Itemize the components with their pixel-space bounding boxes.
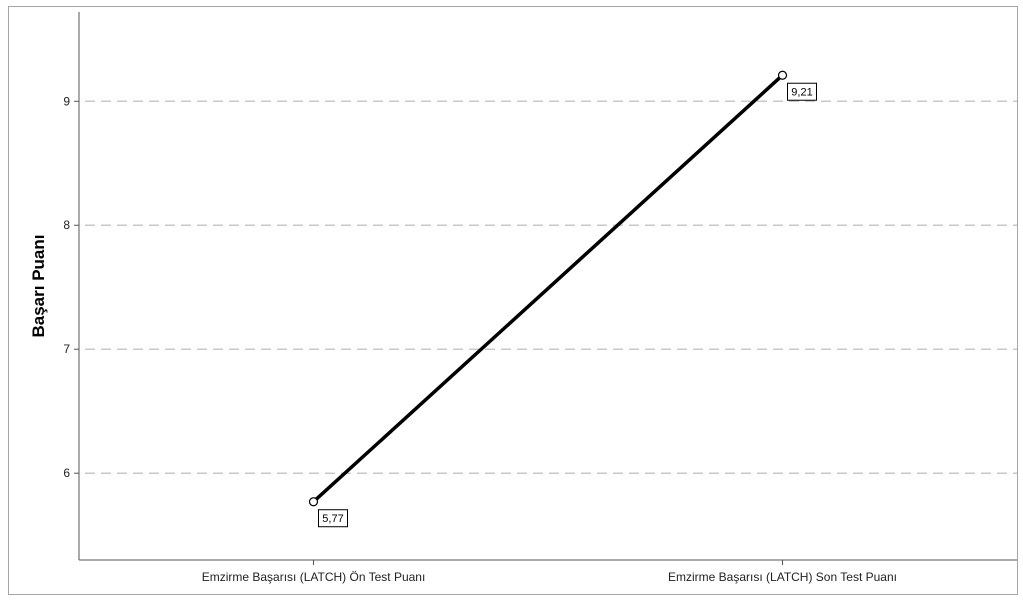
y-tick-label: 8 — [63, 218, 70, 232]
y-tick-label: 7 — [63, 342, 70, 356]
x-axis-ticks: Emzirme Başarısı (LATCH) Ön Test Puanı Em… — [202, 560, 897, 584]
x-tick-label: Emzirme Başarısı (LATCH) Ön Test Puanı — [202, 570, 426, 584]
data-point — [777, 70, 788, 80]
data-label-box — [787, 82, 817, 101]
data-point — [308, 497, 319, 507]
y-axis-ticks: 6 7 8 9 — [63, 94, 79, 480]
y-tick-label: 6 — [63, 466, 70, 480]
gridlines — [85, 100, 1017, 474]
x-tick-label: Emzirme Başarısı (LATCH) Son Test Puanı — [668, 570, 897, 584]
data-label-box — [318, 509, 348, 528]
data-label: 9,21 — [791, 87, 812, 99]
series-layer: 5,77 9,21 — [308, 70, 817, 528]
y-tick-label: 9 — [63, 94, 70, 108]
data-label: 5,77 — [322, 513, 343, 525]
y-axis-title: Başarı Puanı — [29, 235, 48, 338]
series-line — [312, 73, 784, 504]
chart-frame — [8, 6, 1018, 595]
